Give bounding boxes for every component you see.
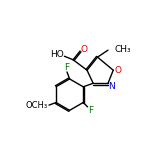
Text: OCH₃: OCH₃: [26, 102, 48, 111]
Text: O: O: [114, 66, 121, 75]
Text: O: O: [80, 45, 87, 54]
Text: CH₃: CH₃: [114, 45, 131, 54]
Text: F: F: [88, 106, 94, 115]
Text: HO: HO: [50, 50, 63, 59]
Text: F: F: [64, 63, 70, 72]
Text: N: N: [108, 82, 115, 91]
